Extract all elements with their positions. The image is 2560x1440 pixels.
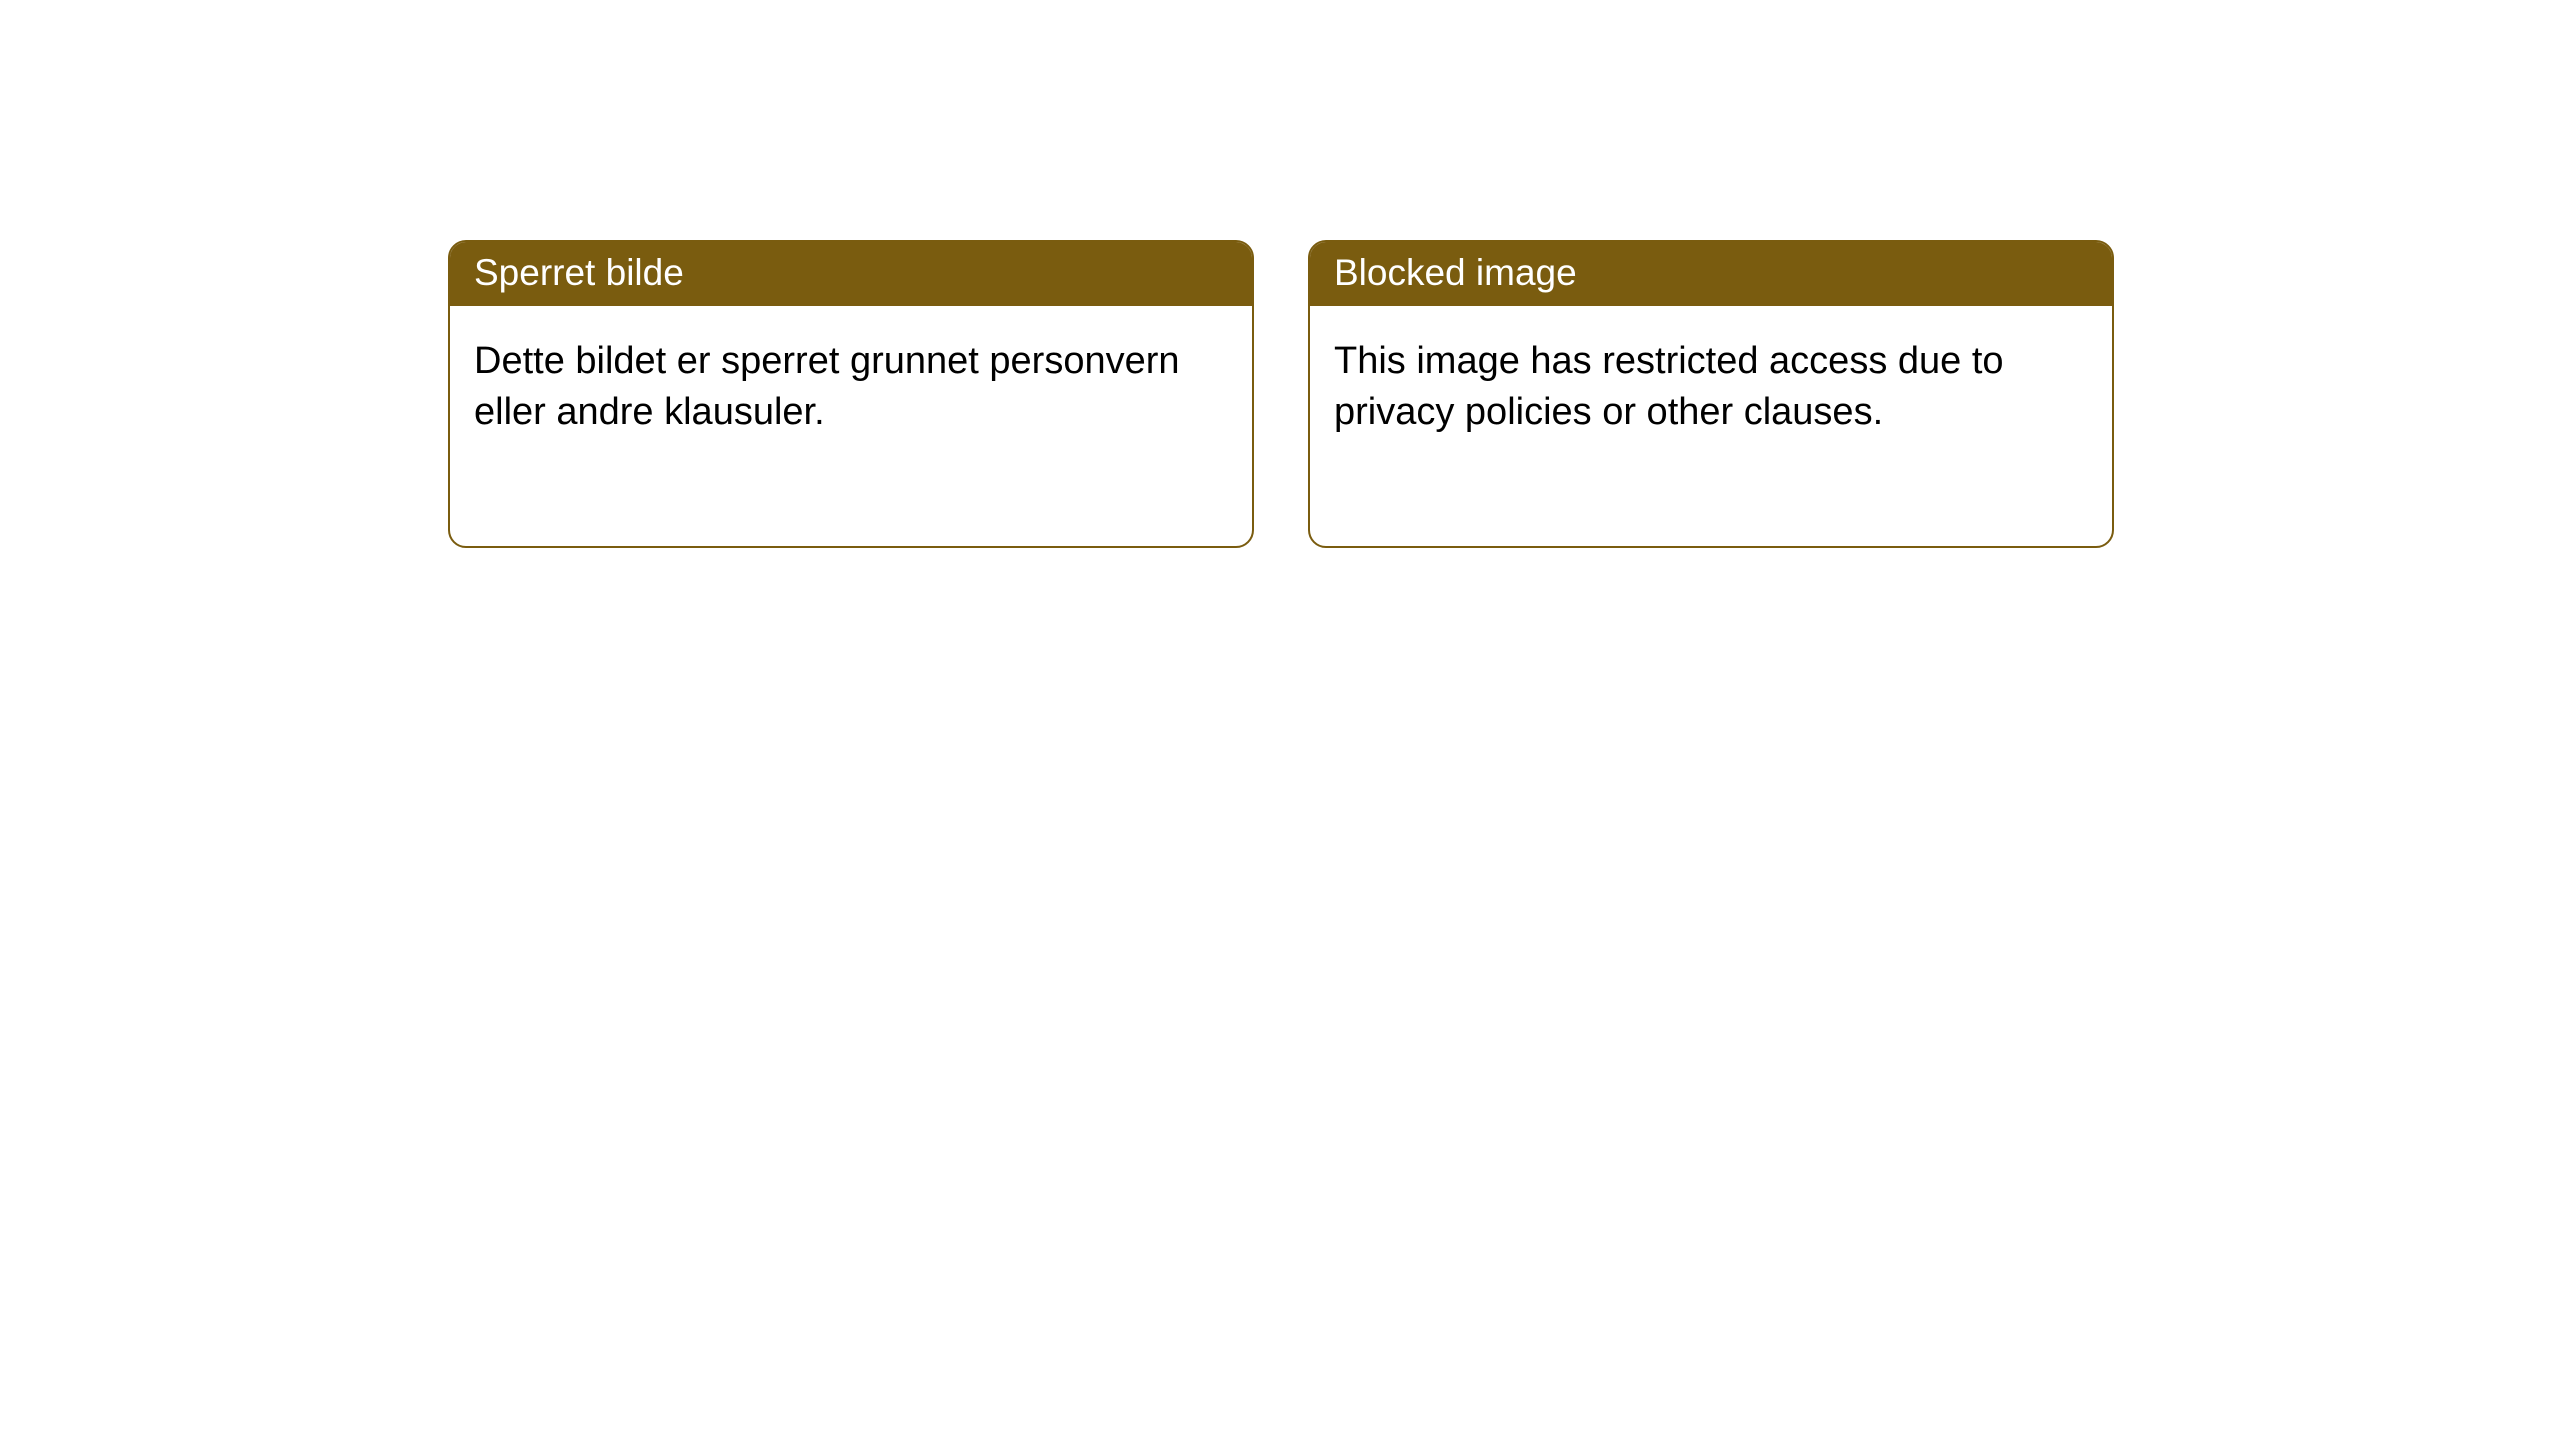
card-title-no: Sperret bilde (474, 252, 684, 293)
card-header-no: Sperret bilde (450, 242, 1252, 306)
card-body-no: Dette bildet er sperret grunnet personve… (450, 306, 1252, 546)
card-body-en: This image has restricted access due to … (1310, 306, 2112, 546)
blocked-image-card-en: Blocked image This image has restricted … (1308, 240, 2114, 548)
card-message-en: This image has restricted access due to … (1334, 340, 2004, 433)
card-title-en: Blocked image (1334, 252, 1577, 293)
blocked-image-card-no: Sperret bilde Dette bildet er sperret gr… (448, 240, 1254, 548)
notice-container: Sperret bilde Dette bildet er sperret gr… (0, 0, 2560, 548)
card-message-no: Dette bildet er sperret grunnet personve… (474, 340, 1180, 433)
card-header-en: Blocked image (1310, 242, 2112, 306)
